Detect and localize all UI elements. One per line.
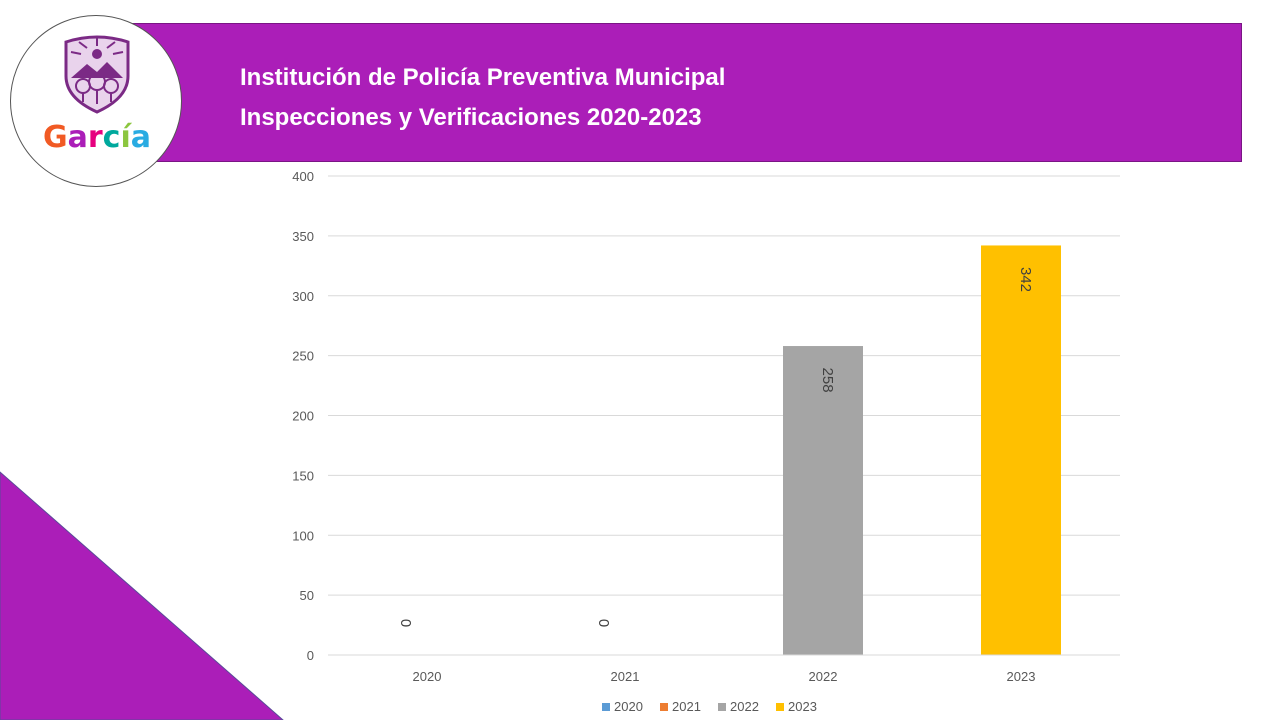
y-tick-label: 50 [300,588,314,603]
bar-2023 [981,245,1061,655]
x-tick-label: 2022 [809,669,838,684]
y-tick-label: 250 [292,349,314,364]
data-label-2021: 0 [595,619,612,627]
data-label-2023: 342 [1017,267,1034,292]
title-line-2: Inspecciones y Verificaciones 2020-2023 [240,104,702,131]
x-axis-ticks: 2020 2021 2022 2023 [413,669,1036,684]
y-tick-label: 350 [292,229,314,244]
legend-swatch [776,703,784,711]
legend-label: 2023 [788,699,817,714]
title-line-1: Institución de Policía Preventiva Munici… [240,64,726,91]
x-tick-label: 2021 [611,669,640,684]
x-tick-label: 2023 [1007,669,1036,684]
legend-label: 2020 [614,699,643,714]
legend-swatch [718,703,726,711]
shield-crest-icon: García [43,35,151,155]
logo-wordmark: García [43,120,151,155]
data-label-2020: 0 [397,619,414,627]
data-labels: 0 0 258 342 [397,267,1034,627]
x-tick-label: 2020 [413,669,442,684]
y-tick-label: 200 [292,409,314,424]
chart-legend: 2020 2021 2022 2023 [0,699,1280,715]
bars [328,245,1120,656]
page-title: Institución de Policía Preventiva Munici… [240,58,725,138]
legend-swatch [602,703,610,711]
y-tick-label: 150 [292,468,314,483]
y-tick-label: 300 [292,289,314,304]
y-axis-ticks: 0 50 100 150 200 250 300 350 400 [292,169,314,663]
y-tick-label: 400 [292,169,314,184]
legend-label: 2021 [672,699,701,714]
header-band [120,23,1242,162]
data-label-2022: 258 [819,368,836,393]
y-tick-label: 100 [292,528,314,543]
garcia-logo: García [10,15,182,187]
legend-label: 2022 [730,699,759,714]
y-tick-label: 0 [307,648,314,663]
legend-swatch [660,703,668,711]
bar-2022 [783,346,863,655]
